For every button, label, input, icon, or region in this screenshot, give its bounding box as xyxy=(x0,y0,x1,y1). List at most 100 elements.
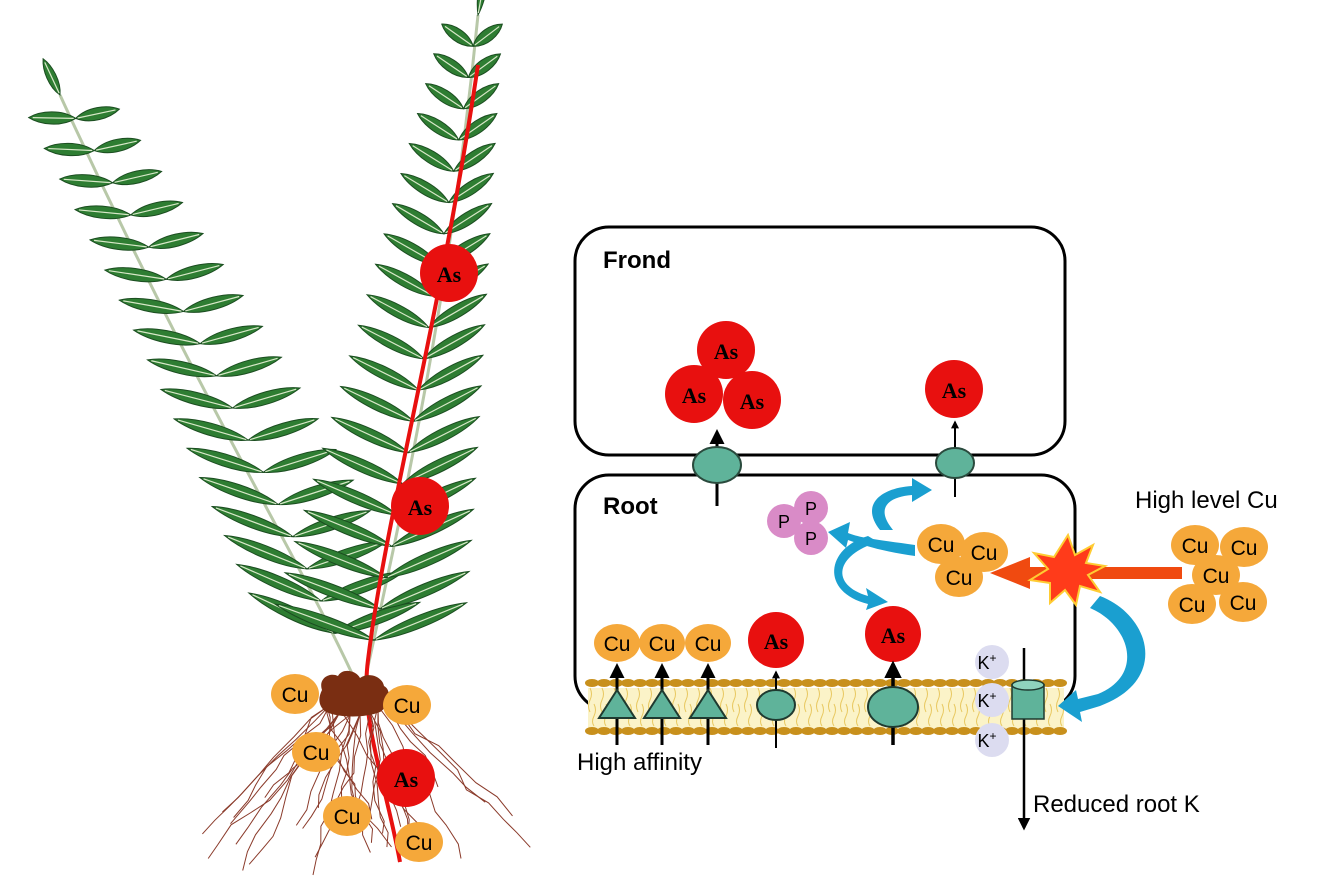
root-strand xyxy=(302,714,351,829)
pinna xyxy=(74,106,121,122)
lipid-head xyxy=(849,679,863,687)
lipid-tail xyxy=(748,703,752,727)
p-ion-label: P xyxy=(778,512,790,532)
pinna-vein xyxy=(177,419,247,441)
root-strand xyxy=(368,705,381,819)
pinna-vein xyxy=(381,572,466,609)
as-ion-frond-lower: As xyxy=(391,477,449,535)
lipid-head xyxy=(693,679,707,687)
pinna-vein xyxy=(167,264,220,280)
p-ion-label: P xyxy=(805,529,817,549)
k-ion-label: K+ xyxy=(977,689,996,711)
as-ion-frond-cluster-right: As xyxy=(723,371,781,429)
fern-plant-illustration xyxy=(27,0,531,876)
pinna-vein xyxy=(278,604,373,640)
pinna xyxy=(374,263,435,297)
pinna-vein xyxy=(108,270,165,280)
as-ion-label: As xyxy=(714,339,739,364)
lipid-head xyxy=(801,679,815,687)
as-ion-label: As xyxy=(682,383,707,408)
reduced-root-k-label: Reduced root K xyxy=(1033,791,1200,818)
cu-ion-plant-5: Cu xyxy=(395,822,443,862)
lipid-tail xyxy=(688,703,692,727)
pinna-vein xyxy=(265,450,333,473)
as-ion-frond-cluster-top: As xyxy=(697,321,755,379)
cu-ion-circle xyxy=(917,524,965,564)
cu-ion-label: Cu xyxy=(303,742,330,765)
p-ion-3: P xyxy=(794,521,828,555)
cu-ion-external-4: Cu xyxy=(1168,584,1216,624)
lipid-tail xyxy=(964,703,968,727)
cu-ion-label: Cu xyxy=(1182,535,1209,558)
pinna xyxy=(111,169,163,186)
pinna xyxy=(330,416,410,454)
pinna xyxy=(27,111,77,125)
lipid-tail xyxy=(796,703,800,727)
lipid-tail xyxy=(936,687,940,713)
cu-ion-plant-4: Cu xyxy=(323,796,371,836)
lipid-head xyxy=(909,727,923,735)
pinna xyxy=(43,142,96,157)
cu-ion-plant-2: Cu xyxy=(383,685,431,725)
as-ion-circle xyxy=(748,612,804,668)
pinna xyxy=(339,385,415,422)
lipid-head xyxy=(813,679,827,687)
cu-ion-uptake-3: Cu xyxy=(685,624,731,662)
pinna xyxy=(441,23,474,47)
cu-ion-label: Cu xyxy=(1203,565,1230,588)
high-affinity-transporter-2 xyxy=(642,688,682,719)
lipid-head xyxy=(645,679,659,687)
pinna-vein xyxy=(375,603,463,640)
lipid-tail xyxy=(724,703,728,727)
pinna-vein xyxy=(240,565,320,601)
lipid-tail xyxy=(1008,687,1012,713)
root-strand xyxy=(369,711,389,848)
lipid-tail xyxy=(832,703,836,727)
lipid-head xyxy=(789,679,803,687)
k-ion-label: K+ xyxy=(977,729,996,751)
cu-ion-uptake-1: Cu xyxy=(594,624,640,662)
lipid-head xyxy=(921,679,935,687)
lipid-head xyxy=(921,727,935,735)
k-ion-circle xyxy=(975,645,1009,679)
k-ion-circle xyxy=(975,683,1009,717)
lipid-tail xyxy=(844,703,848,727)
cu-ion-circle xyxy=(1220,527,1268,567)
cu-ion-label: Cu xyxy=(406,832,433,855)
rhizome xyxy=(319,670,389,717)
lipid-head xyxy=(777,727,791,735)
lipid-head xyxy=(801,727,815,735)
as-ion-label: As xyxy=(408,495,433,520)
p-ion-circle xyxy=(794,521,828,555)
lipid-head xyxy=(717,727,731,735)
p-ion-label: P xyxy=(805,499,817,519)
lipid-head xyxy=(909,679,923,687)
as-ion-root-right: As xyxy=(865,606,921,662)
lipid-head xyxy=(597,679,611,687)
lipid-head xyxy=(1005,727,1019,735)
lipid-tail xyxy=(600,687,604,713)
p-ion-2: P xyxy=(794,491,828,525)
pinna-vein xyxy=(234,388,297,408)
pinna-vein xyxy=(326,449,402,484)
cu-ion-label: Cu xyxy=(1179,594,1206,617)
lipid-tail xyxy=(820,703,824,727)
pinna xyxy=(422,324,486,360)
cu-ion-label: Cu xyxy=(946,567,973,590)
root-strand xyxy=(242,714,351,871)
pinna xyxy=(408,142,455,172)
lipid-head xyxy=(681,727,695,735)
as-ion-circle xyxy=(377,749,435,807)
lipid-head xyxy=(585,727,599,735)
pinna xyxy=(312,478,399,516)
as-ion-label: As xyxy=(942,378,967,403)
cu-ion-circle xyxy=(292,732,340,772)
lipid-tail xyxy=(1048,703,1052,727)
pinna-vein xyxy=(132,202,179,216)
pinna-vein xyxy=(469,55,498,77)
cu-ion-external-5: Cu xyxy=(1219,582,1267,622)
cu-ion-label: Cu xyxy=(604,633,631,656)
pinna-vein xyxy=(370,296,428,328)
pinna xyxy=(433,53,470,79)
